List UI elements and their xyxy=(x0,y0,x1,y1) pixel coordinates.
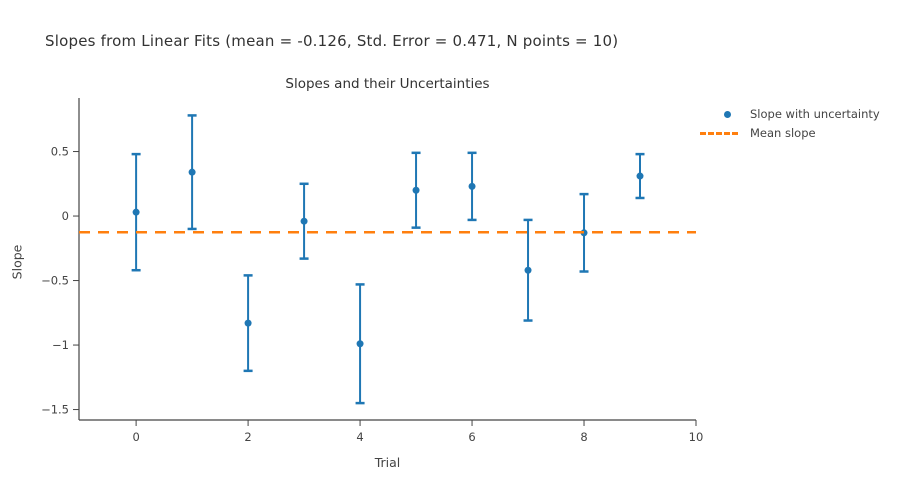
data-point[interactable] xyxy=(412,186,420,194)
legend-label: Mean slope xyxy=(750,126,816,140)
legend-item-mean-slope[interactable]: Mean slope xyxy=(700,125,880,141)
data-point[interactable] xyxy=(468,182,476,190)
x-tick-label: 6 xyxy=(468,430,475,444)
dashed-line-icon xyxy=(700,132,738,135)
x-tick-label: 0 xyxy=(132,430,139,444)
y-tick-label: −0.5 xyxy=(41,274,69,288)
y-tick-label: 0 xyxy=(62,209,69,223)
data-point[interactable] xyxy=(188,168,196,176)
legend-label: Slope with uncertainty xyxy=(750,107,880,121)
x-tick-label: 8 xyxy=(580,430,587,444)
figure-title: Slopes from Linear Fits (mean = -0.126, … xyxy=(45,32,619,50)
y-axis-label: Slope xyxy=(9,244,25,280)
legend-symbol xyxy=(700,125,738,141)
data-point[interactable] xyxy=(524,266,532,274)
x-tick-label: 4 xyxy=(356,430,363,444)
data-point[interactable] xyxy=(356,340,364,348)
y-tick-label: −1 xyxy=(52,338,69,352)
legend-item-slope-with-uncertainty[interactable]: Slope with uncertainty xyxy=(700,106,880,122)
x-tick-label: 2 xyxy=(244,430,251,444)
y-tick-label: −1.5 xyxy=(41,403,69,417)
data-point[interactable] xyxy=(300,217,308,225)
x-axis-label: Trial xyxy=(374,455,401,470)
legend-symbol xyxy=(700,106,738,122)
y-tick-label: 0.5 xyxy=(51,145,69,159)
x-tick-label: 10 xyxy=(689,430,704,444)
chart-title: Slopes and their Uncertainties xyxy=(285,76,490,92)
scatter-marker-icon xyxy=(724,110,731,118)
data-point[interactable] xyxy=(132,208,140,216)
data-point[interactable] xyxy=(244,319,252,327)
data-point[interactable] xyxy=(636,172,644,180)
legend: Slope with uncertainty Mean slope xyxy=(700,106,880,141)
